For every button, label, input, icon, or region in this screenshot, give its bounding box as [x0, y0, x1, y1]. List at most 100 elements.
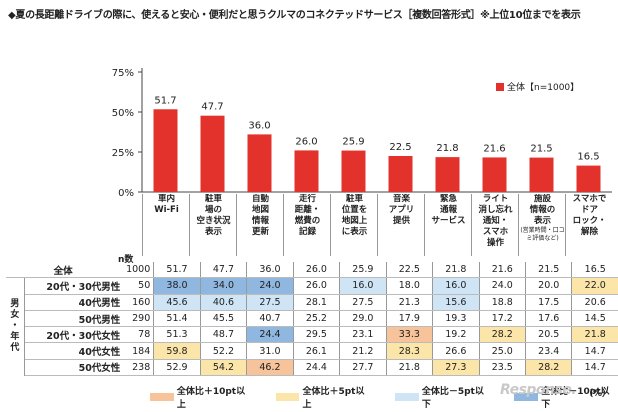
- table-cell: 24.4: [246, 326, 294, 344]
- y-tick-label: 25%: [112, 148, 134, 159]
- table-cell: 28.1: [292, 294, 340, 311]
- table-cell: 23.1: [339, 326, 387, 344]
- table-cell: 19.2: [432, 326, 480, 344]
- table-cell: 17.5: [525, 294, 572, 311]
- row-label: 40代女性: [24, 342, 125, 360]
- category-label-line: サービス: [431, 216, 466, 226]
- table-cell: 21.3: [385, 294, 433, 311]
- table-cell: 17.2: [478, 310, 526, 328]
- table-cell: 51.7: [153, 262, 201, 279]
- table-cell: 40.7: [246, 310, 294, 328]
- category-label-line: に表示: [341, 227, 368, 237]
- shading-key: 全体比＋10pt以上 全体比＋5pt以上 全体比－5pt以下 全体比－10pt以下: [150, 384, 618, 410]
- table-cell: 27.5: [246, 294, 294, 311]
- key-swatch: [275, 393, 300, 401]
- table-cell: 19.3: [432, 310, 480, 328]
- category-label-line: 施設: [533, 194, 551, 204]
- category-label: ライト 消し忘れ 通知・ スマホ 操作: [471, 194, 519, 256]
- key-item: 全体比＋5pt以上: [275, 384, 373, 410]
- group-label-char: 年: [10, 332, 20, 343]
- category-label-line: 表示: [204, 227, 222, 237]
- row-label: 50代男性: [24, 310, 125, 328]
- table-cell: 26.0: [292, 262, 340, 279]
- table-cell: 27.3: [432, 359, 480, 377]
- table-cell: 21.2: [339, 342, 387, 360]
- table-cell: 21.5: [525, 262, 572, 279]
- table-cell: 23.4: [525, 342, 572, 360]
- table-cell: 33.3: [385, 326, 433, 344]
- key-label: 全体比＋10pt以上: [176, 387, 246, 410]
- bar-value-label: 36.0: [248, 120, 270, 131]
- table-cell: 16.0: [339, 277, 387, 295]
- table-cell: 28.3: [385, 342, 433, 360]
- category-label-line: 位置を: [341, 205, 368, 215]
- category-label-line: 更新: [251, 227, 269, 237]
- bar: [482, 157, 507, 192]
- category-label-line: 距離・: [294, 205, 321, 215]
- category-label-line: 燃費の: [294, 216, 321, 226]
- y-tick-label: 75%: [112, 68, 134, 79]
- key-label: 全体比－5pt以下: [421, 387, 484, 410]
- bar: [294, 150, 319, 192]
- category-label-line: 表示: [533, 216, 551, 226]
- table-cell: 51.4: [153, 310, 201, 328]
- category-label-line: 地図: [251, 205, 269, 215]
- bar: [388, 156, 413, 192]
- category-sublabel: (営業時間・口コミ評価など): [520, 227, 565, 242]
- legend-swatch: [496, 82, 504, 91]
- category-label-line: 音楽: [392, 194, 410, 204]
- table-row: 50代男性 290 51.4 45.5 40.7 25.2 29.0 17.9 19.3 17.2…: [6, 310, 618, 328]
- table-cell: 40.6: [199, 294, 247, 311]
- row-label: 全体: [6, 262, 125, 279]
- legend: 全体【n=1000】: [496, 80, 580, 93]
- row-label: 50代女性: [24, 359, 125, 377]
- table-cell: 14.7: [571, 359, 618, 377]
- table-cell: 45.6: [153, 294, 201, 311]
- row-n: 78: [124, 326, 154, 344]
- bar: [247, 134, 272, 192]
- bar-value-label: 26.0: [295, 136, 317, 147]
- category-label-line: ドア: [580, 205, 598, 215]
- table-cell: 22.0: [571, 277, 618, 295]
- bar-value-label: 21.6: [483, 143, 505, 154]
- table-row: 20代・30代女性 78 51.3 48.7 24.4 29.5 23.1 33.3 19.2 2…: [6, 326, 618, 344]
- table-cell: 54.2: [199, 359, 247, 377]
- table-cell: 38.0: [153, 277, 201, 295]
- table-cell: 21.8: [571, 326, 618, 344]
- category-label-line: スマホで: [572, 194, 607, 204]
- row-n: 184: [124, 342, 154, 360]
- table-cell: 21.6: [478, 262, 526, 279]
- key-label: 全体比－10pt以下: [541, 387, 610, 410]
- table-cell: 14.7: [571, 342, 618, 360]
- table-cell: 20.6: [571, 294, 618, 311]
- table-row: 男女・年代 20代・30代男性 50 38.0 34.0 24.0 26.0 16.0 18.0…: [6, 277, 618, 376]
- category-label-line: 緊急: [439, 194, 457, 204]
- bar-value-label: 22.5: [389, 142, 411, 153]
- key-label: 全体比＋5pt以上: [302, 387, 365, 410]
- table-cell: 23.5: [478, 359, 526, 377]
- row-n: 1000: [124, 262, 154, 279]
- category-label-line: スマホ: [482, 227, 509, 237]
- bar-value-label: 51.7: [154, 95, 176, 106]
- table-cell: 25.2: [292, 310, 340, 328]
- key-swatch: [514, 393, 539, 401]
- row-label: 20代・30代男性: [24, 277, 125, 295]
- table-row: 40代女性 184 59.8 52.2 31.0 26.1 21.2 28.3 26.6 25.0…: [6, 342, 618, 360]
- category-label-line: 地図上: [341, 216, 368, 226]
- key-item: 全体比－10pt以下: [514, 384, 618, 410]
- table-cell: 26.1: [292, 342, 340, 360]
- key-item: 全体比＋10pt以上: [150, 384, 254, 410]
- table-cell: 59.8: [153, 342, 201, 360]
- table-cell: 31.0: [246, 342, 294, 360]
- y-tick-label: 0%: [118, 188, 134, 199]
- table-cell: 24.4: [292, 359, 340, 377]
- table-row: 40代男性 160 45.6 40.6 27.5 28.1 27.5 21.3 15.6 18.8…: [6, 294, 618, 311]
- category-label-line: 提供: [392, 216, 410, 226]
- y-tick-label: 50%: [112, 108, 134, 119]
- bar: [341, 150, 366, 192]
- table-cell: 51.3: [153, 326, 201, 344]
- category-label: 音楽 アプリ 提供: [377, 194, 425, 256]
- category-label-line: 駐車: [204, 194, 222, 204]
- group-label-char: 女: [10, 310, 20, 321]
- category-label-line: アプリ: [388, 205, 415, 215]
